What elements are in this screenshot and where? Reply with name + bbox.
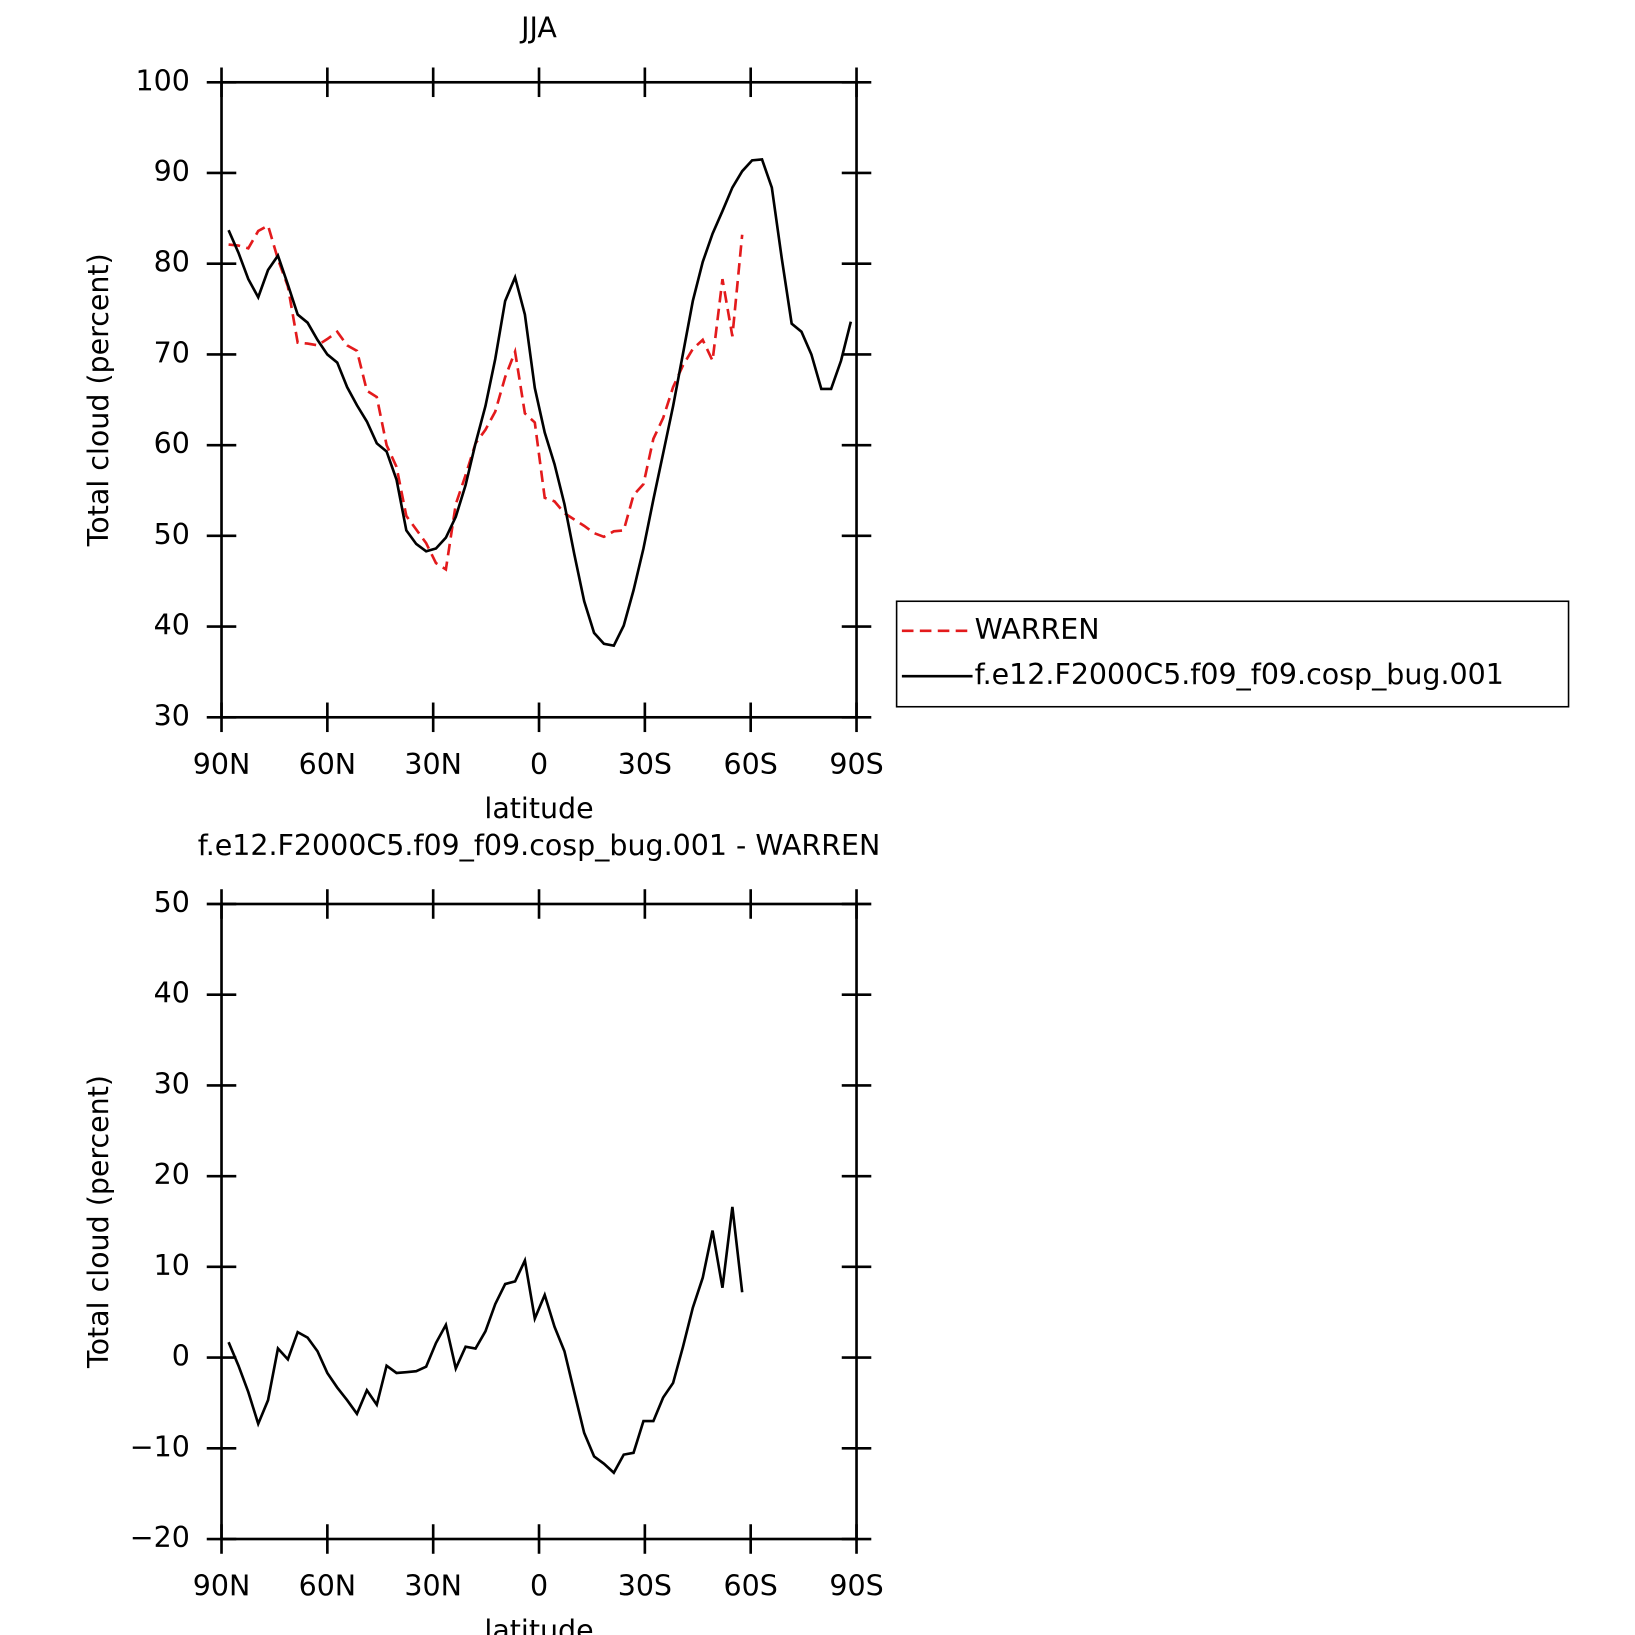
y-tick-label: 90 bbox=[154, 155, 190, 188]
y-tick-label: 50 bbox=[154, 518, 190, 551]
legend-label: f.e12.F2000C5.f09_f09.cosp_bug.001 bbox=[975, 658, 1504, 691]
y-tick-label: 10 bbox=[154, 1249, 190, 1282]
x-tick-label: 0 bbox=[530, 1570, 548, 1603]
y-tick-label: 20 bbox=[154, 1158, 190, 1191]
x-axis-label: latitude bbox=[484, 1614, 593, 1635]
chart-title: JJA bbox=[519, 12, 557, 45]
y-tick-label: −20 bbox=[130, 1521, 190, 1554]
x-tick-label: 60N bbox=[299, 748, 357, 781]
legend-label: WARREN bbox=[975, 613, 1100, 646]
y-tick-label: 60 bbox=[154, 427, 190, 460]
x-axis-label: latitude bbox=[484, 792, 593, 825]
plot-frame bbox=[220, 80, 858, 719]
y-axis-label: Total cloud (percent) bbox=[82, 1075, 115, 1369]
x-tick-label: 90N bbox=[193, 1570, 251, 1603]
chart-title: f.e12.F2000C5.f09_f09.cosp_bug.001 - WAR… bbox=[198, 829, 881, 862]
y-tick-label: −10 bbox=[130, 1430, 190, 1463]
series-line bbox=[227, 1206, 744, 1475]
series-line bbox=[227, 157, 853, 648]
y-tick-label: 70 bbox=[154, 336, 190, 369]
y-tick-label: 0 bbox=[172, 1340, 190, 1373]
x-tick-label: 0 bbox=[530, 748, 548, 781]
y-tick-label: 100 bbox=[136, 64, 190, 97]
y-tick-label: 80 bbox=[154, 246, 190, 279]
series-line bbox=[228, 223, 744, 572]
x-tick-label: 30N bbox=[404, 748, 462, 781]
y-tick-label: 30 bbox=[154, 1067, 190, 1100]
y-tick-label: 40 bbox=[154, 977, 190, 1010]
x-tick-label: 60N bbox=[299, 1570, 357, 1603]
x-tick-label: 30S bbox=[618, 1570, 672, 1603]
x-tick-label: 60S bbox=[724, 748, 778, 781]
x-tick-label: 30N bbox=[404, 1570, 462, 1603]
y-tick-label: 30 bbox=[154, 699, 190, 732]
y-axis-label: Total cloud (percent) bbox=[82, 253, 115, 547]
x-tick-label: 90S bbox=[829, 1570, 883, 1603]
y-tick-label: 50 bbox=[154, 886, 190, 919]
x-tick-label: 90S bbox=[829, 748, 883, 781]
x-tick-label: 60S bbox=[724, 1570, 778, 1603]
plot-frame bbox=[220, 902, 858, 1541]
x-tick-label: 90N bbox=[193, 748, 251, 781]
legend-box bbox=[895, 600, 1570, 708]
x-tick-label: 30S bbox=[618, 748, 672, 781]
y-tick-label: 40 bbox=[154, 609, 190, 642]
